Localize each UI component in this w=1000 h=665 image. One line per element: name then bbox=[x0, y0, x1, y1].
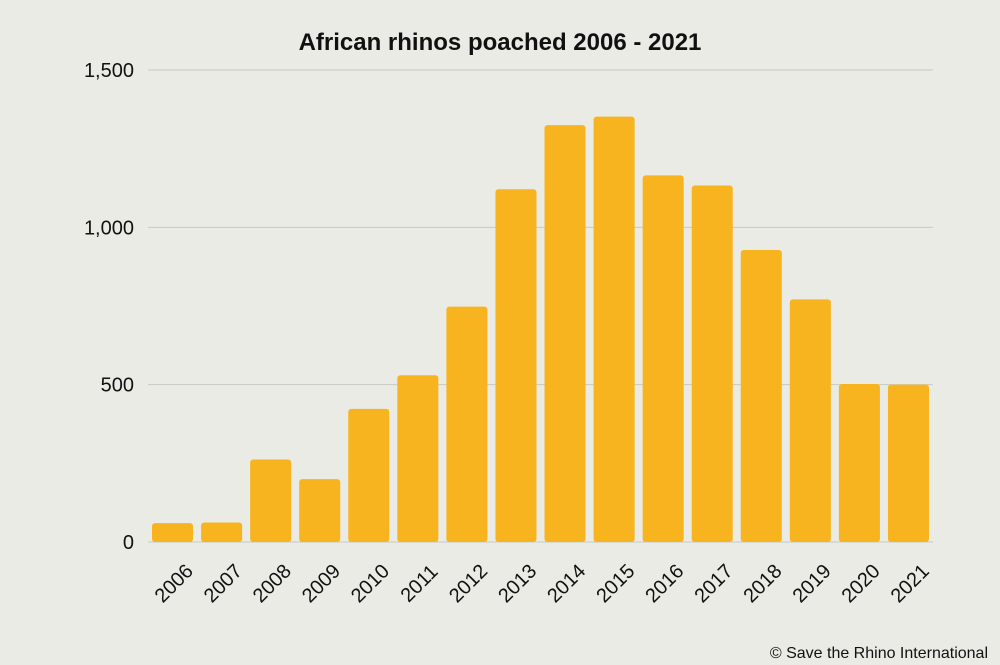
x-tick-label-2018: 2018 bbox=[740, 560, 787, 607]
bar-2019 bbox=[789, 299, 831, 542]
x-tick-label-2013: 2013 bbox=[494, 560, 541, 607]
bar-2015 bbox=[593, 116, 635, 542]
bar-2013 bbox=[495, 189, 537, 542]
x-tick-label-2016: 2016 bbox=[641, 560, 688, 607]
x-tick-label-2010: 2010 bbox=[347, 560, 394, 607]
y-tick-label-1000: 1,000 bbox=[84, 217, 134, 239]
x-tick-label-2014: 2014 bbox=[543, 560, 590, 607]
y-tick-label-0: 0 bbox=[123, 532, 134, 554]
bar-2010 bbox=[348, 408, 390, 542]
bar-2017 bbox=[691, 185, 733, 542]
bar-2009 bbox=[299, 479, 341, 542]
x-tick-label-2012: 2012 bbox=[445, 560, 492, 607]
x-tick-label-2008: 2008 bbox=[249, 560, 296, 607]
x-tick-label-2009: 2009 bbox=[298, 560, 345, 607]
bar-2006 bbox=[152, 523, 194, 542]
bar-2018 bbox=[740, 249, 782, 543]
x-tick-label-2011: 2011 bbox=[397, 561, 443, 607]
x-tick-label-2015: 2015 bbox=[592, 560, 639, 607]
x-tick-label-2006: 2006 bbox=[151, 560, 198, 607]
x-tick-label-2020: 2020 bbox=[838, 560, 885, 607]
bar-2007 bbox=[201, 522, 243, 542]
bar-2021 bbox=[887, 384, 929, 542]
x-tick-label-2007: 2007 bbox=[200, 560, 247, 607]
y-tick-label-1500: 1,500 bbox=[84, 60, 134, 82]
chart-title: African rhinos poached 2006 - 2021 bbox=[299, 29, 702, 56]
bars bbox=[152, 116, 929, 543]
y-tick-label-500: 500 bbox=[101, 375, 134, 397]
bar-2012 bbox=[446, 306, 488, 542]
credit-text: © Save the Rhino International bbox=[770, 645, 988, 662]
bar-2016 bbox=[642, 175, 684, 542]
bar-2008 bbox=[250, 459, 292, 542]
x-tick-label-2019: 2019 bbox=[789, 560, 836, 607]
x-tick-label-2021: 2021 bbox=[887, 560, 934, 607]
x-tick-label-2017: 2017 bbox=[690, 560, 737, 607]
bar-2020 bbox=[838, 384, 880, 542]
bar-2011 bbox=[397, 375, 439, 542]
bar-2014 bbox=[544, 125, 586, 543]
